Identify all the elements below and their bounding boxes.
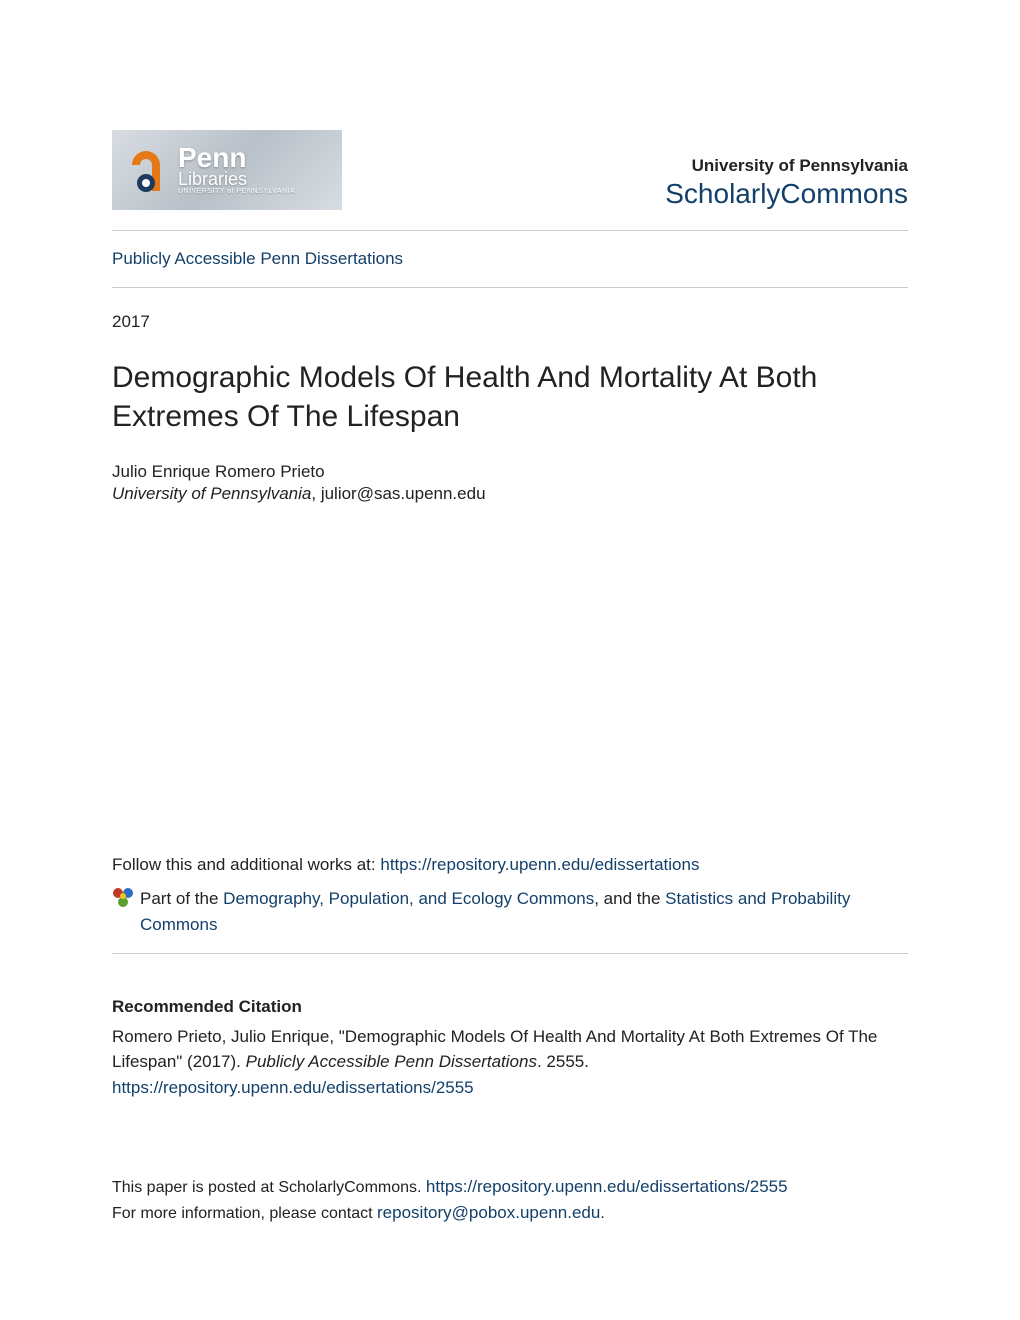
header-row: Penn Libraries UNIVERSITY of PENNSYLVANI… (112, 130, 908, 210)
affiliation-text: University of Pennsylvania (112, 484, 311, 503)
university-name: University of Pennsylvania (665, 156, 908, 176)
open-access-icon (124, 141, 168, 199)
logo-penn: Penn (178, 145, 295, 170)
part-prefix: Part of the (140, 889, 223, 908)
footer-section: This paper is posted at ScholarlyCommons… (112, 1174, 908, 1226)
network-icon (112, 887, 134, 917)
citation-text: Romero Prieto, Julio Enrique, "Demograph… (112, 1024, 908, 1075)
commons-link-1[interactable]: Demography, Population, and Ecology Comm… (223, 889, 594, 908)
part-of-line: Part of the Demography, Population, and … (112, 886, 908, 937)
follow-prefix: Follow this and additional works at: (112, 855, 380, 874)
divider (112, 287, 908, 288)
citation-body-2: . 2555. (537, 1052, 589, 1071)
header-right: University of Pennsylvania ScholarlyComm… (665, 156, 908, 210)
collection-row: Publicly Accessible Penn Dissertations (112, 231, 908, 287)
collection-link[interactable]: Publicly Accessible Penn Dissertations (112, 249, 403, 268)
repository-link[interactable]: ScholarlyCommons (665, 178, 908, 209)
logo-libraries: Libraries (178, 170, 295, 188)
footer-2-suffix: . (600, 1205, 604, 1222)
follow-url[interactable]: https://repository.upenn.edu/edissertati… (380, 855, 699, 874)
citation-section: Recommended Citation Romero Prieto, Juli… (112, 976, 908, 1100)
penn-libraries-logo[interactable]: Penn Libraries UNIVERSITY of PENNSYLVANI… (112, 130, 342, 210)
author-affiliation: University of Pennsylvania, julior@sas.u… (112, 484, 908, 504)
follow-line: Follow this and additional works at: htt… (112, 852, 908, 878)
logo-text: Penn Libraries UNIVERSITY of PENNSYLVANI… (178, 145, 295, 195)
author-block: Julio Enrique Romero Prieto University o… (112, 462, 908, 504)
citation-series: Publicly Accessible Penn Dissertations (246, 1052, 537, 1071)
footer-2-email[interactable]: repository@pobox.upenn.edu (377, 1203, 600, 1222)
publication-year: 2017 (112, 312, 908, 332)
part-sep: , and the (594, 889, 665, 908)
citation-url[interactable]: https://repository.upenn.edu/edissertati… (112, 1078, 474, 1097)
logo-sub: UNIVERSITY of PENNSYLVANIA (178, 188, 295, 195)
footer-1-url[interactable]: https://repository.upenn.edu/edissertati… (426, 1177, 788, 1196)
divider (112, 953, 908, 954)
document-title: Demographic Models Of Health And Mortali… (112, 358, 908, 436)
follow-section: Follow this and additional works at: htt… (112, 852, 908, 937)
footer-line-1: This paper is posted at ScholarlyCommons… (112, 1174, 908, 1200)
citation-heading: Recommended Citation (112, 994, 908, 1020)
footer-1-prefix: This paper is posted at ScholarlyCommons… (112, 1179, 426, 1196)
author-email: , julior@sas.upenn.edu (311, 484, 485, 503)
part-of-text: Part of the Demography, Population, and … (140, 886, 908, 937)
footer-line-2: For more information, please contact rep… (112, 1200, 908, 1226)
footer-2-prefix: For more information, please contact (112, 1205, 377, 1222)
author-name: Julio Enrique Romero Prieto (112, 462, 908, 482)
